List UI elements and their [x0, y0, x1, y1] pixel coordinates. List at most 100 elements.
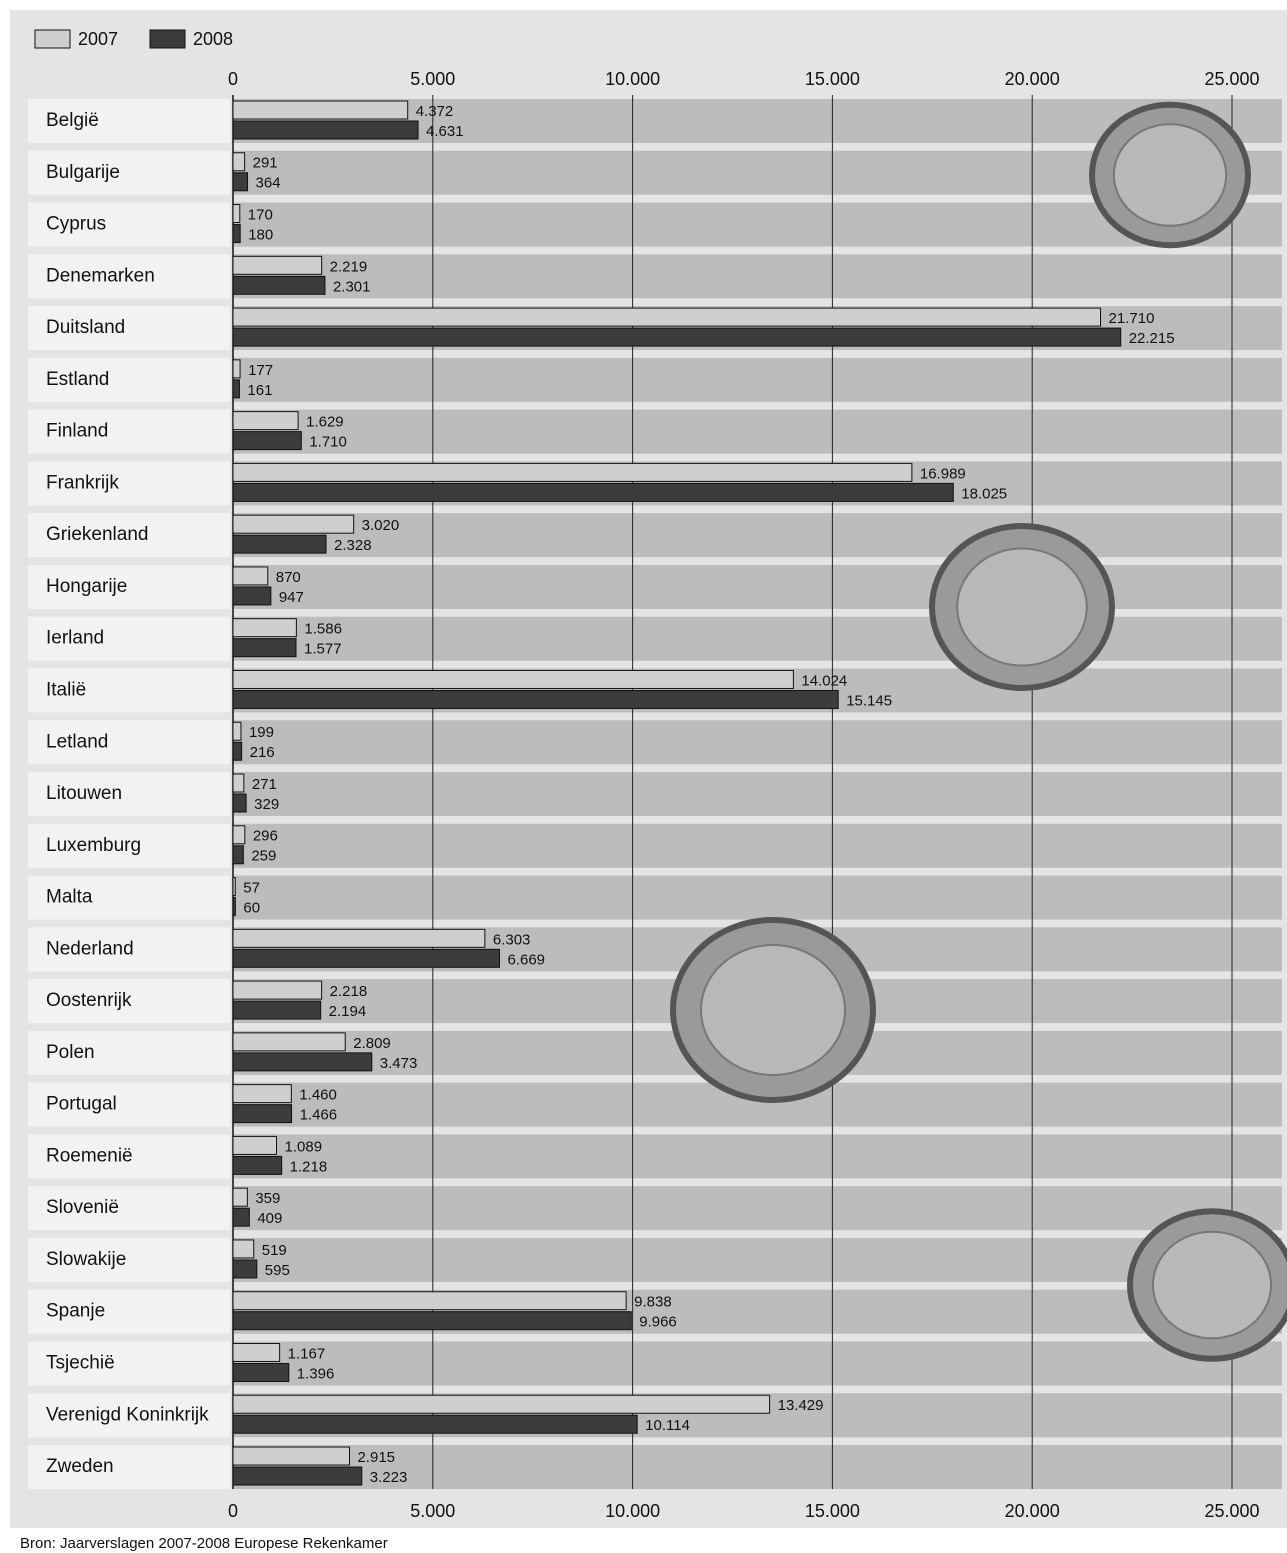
bar [232, 327, 1122, 347]
bar [232, 1084, 292, 1104]
value-label: 170 [248, 207, 273, 224]
bar [232, 980, 323, 1000]
label-cell [28, 150, 230, 195]
value-label: 291 [253, 155, 278, 172]
row-band [233, 720, 1282, 765]
category-label: Slovenië [46, 1197, 119, 1218]
value-label: 947 [279, 589, 304, 606]
x-tick-label: 25.000 [1204, 1501, 1259, 1521]
row-band [233, 616, 1282, 661]
category-label: Verenigd Koninkrijk [46, 1404, 209, 1425]
bar [232, 1207, 250, 1227]
bar [232, 586, 272, 606]
bar [232, 100, 409, 120]
value-label: 9.966 [639, 1314, 677, 1331]
bar [232, 1342, 281, 1362]
value-label: 1.577 [304, 641, 342, 658]
bar [232, 1466, 363, 1486]
value-label: 4.631 [426, 123, 464, 140]
bar [232, 721, 242, 741]
bar [232, 1414, 638, 1434]
value-label: 9.838 [634, 1294, 672, 1311]
category-label: Duitsland [46, 317, 125, 338]
value-label: 2.219 [330, 258, 368, 275]
category-label: Hongarije [46, 576, 127, 597]
coin-decoration [956, 547, 1088, 667]
bar [232, 359, 241, 379]
label-cell [28, 720, 230, 765]
label-cell [28, 1082, 230, 1127]
value-label: 259 [251, 848, 276, 865]
category-label: Portugal [46, 1094, 117, 1115]
x-tick-label: 5.000 [410, 69, 455, 89]
label-cell [28, 564, 230, 609]
value-label: 216 [250, 744, 275, 761]
bar [232, 307, 1102, 327]
bar [232, 877, 236, 897]
bar [232, 1104, 293, 1124]
row-band [233, 772, 1282, 817]
value-label: 870 [276, 569, 301, 586]
value-label: 2.194 [329, 1003, 367, 1020]
row-band [233, 1134, 1282, 1179]
value-label: 1.218 [290, 1158, 328, 1175]
category-label: Zweden [46, 1456, 114, 1477]
row-band [233, 1186, 1282, 1231]
value-label: 1.460 [299, 1087, 337, 1104]
coin-decoration [1112, 123, 1228, 227]
label-cell [28, 616, 230, 661]
bar [232, 411, 299, 431]
category-label: Cyprus [46, 214, 106, 235]
row-band [233, 1445, 1282, 1490]
label-cell [28, 409, 230, 454]
label-cell [28, 1341, 230, 1386]
x-tick-label: 10.000 [605, 69, 660, 89]
row-band [233, 823, 1282, 868]
bar [232, 255, 323, 275]
category-label: Griekenland [46, 524, 148, 545]
value-label: 60 [243, 900, 260, 917]
label-cell [28, 357, 230, 402]
value-label: 57 [243, 880, 260, 897]
row-band [233, 357, 1282, 402]
label-cell [28, 1237, 230, 1282]
legend-swatch [149, 29, 186, 49]
label-cell [28, 202, 230, 247]
label-cell [28, 1445, 230, 1490]
value-label: 1.710 [309, 434, 347, 451]
row-band [233, 513, 1282, 558]
source: Bron: Jaarverslagen 2007-2008 Europese R… [20, 1535, 388, 1552]
label-cell [28, 306, 230, 351]
value-label: 161 [247, 382, 272, 399]
value-label: 14.024 [801, 672, 847, 689]
bar [232, 741, 243, 761]
bar [232, 1155, 283, 1175]
category-label: Tsjechië [46, 1352, 115, 1373]
label-cell [28, 979, 230, 1024]
legend-label: 2007 [78, 29, 118, 49]
legend-swatch [34, 29, 71, 49]
row-band [233, 564, 1282, 609]
label-cell [28, 1393, 230, 1438]
bar [232, 638, 297, 658]
value-label: 6.669 [507, 951, 545, 968]
bar [232, 224, 241, 244]
bar [232, 928, 486, 948]
label-cell [28, 461, 230, 506]
value-label: 6.303 [493, 931, 531, 948]
category-label: Nederland [46, 938, 134, 959]
value-label: 1.089 [285, 1138, 323, 1155]
x-tick-label: 0 [228, 1501, 238, 1521]
label-cell [28, 1289, 230, 1334]
value-label: 16.989 [920, 465, 966, 482]
bar [232, 462, 913, 482]
value-label: 409 [257, 1210, 282, 1227]
coin-decoration [1151, 1230, 1273, 1340]
label-cell [28, 772, 230, 817]
category-label: Roemenië [46, 1145, 133, 1166]
x-tick-label: 15.000 [805, 69, 860, 89]
bar [232, 669, 794, 689]
legend-label: 2008 [193, 29, 233, 49]
value-label: 2.809 [353, 1035, 391, 1052]
